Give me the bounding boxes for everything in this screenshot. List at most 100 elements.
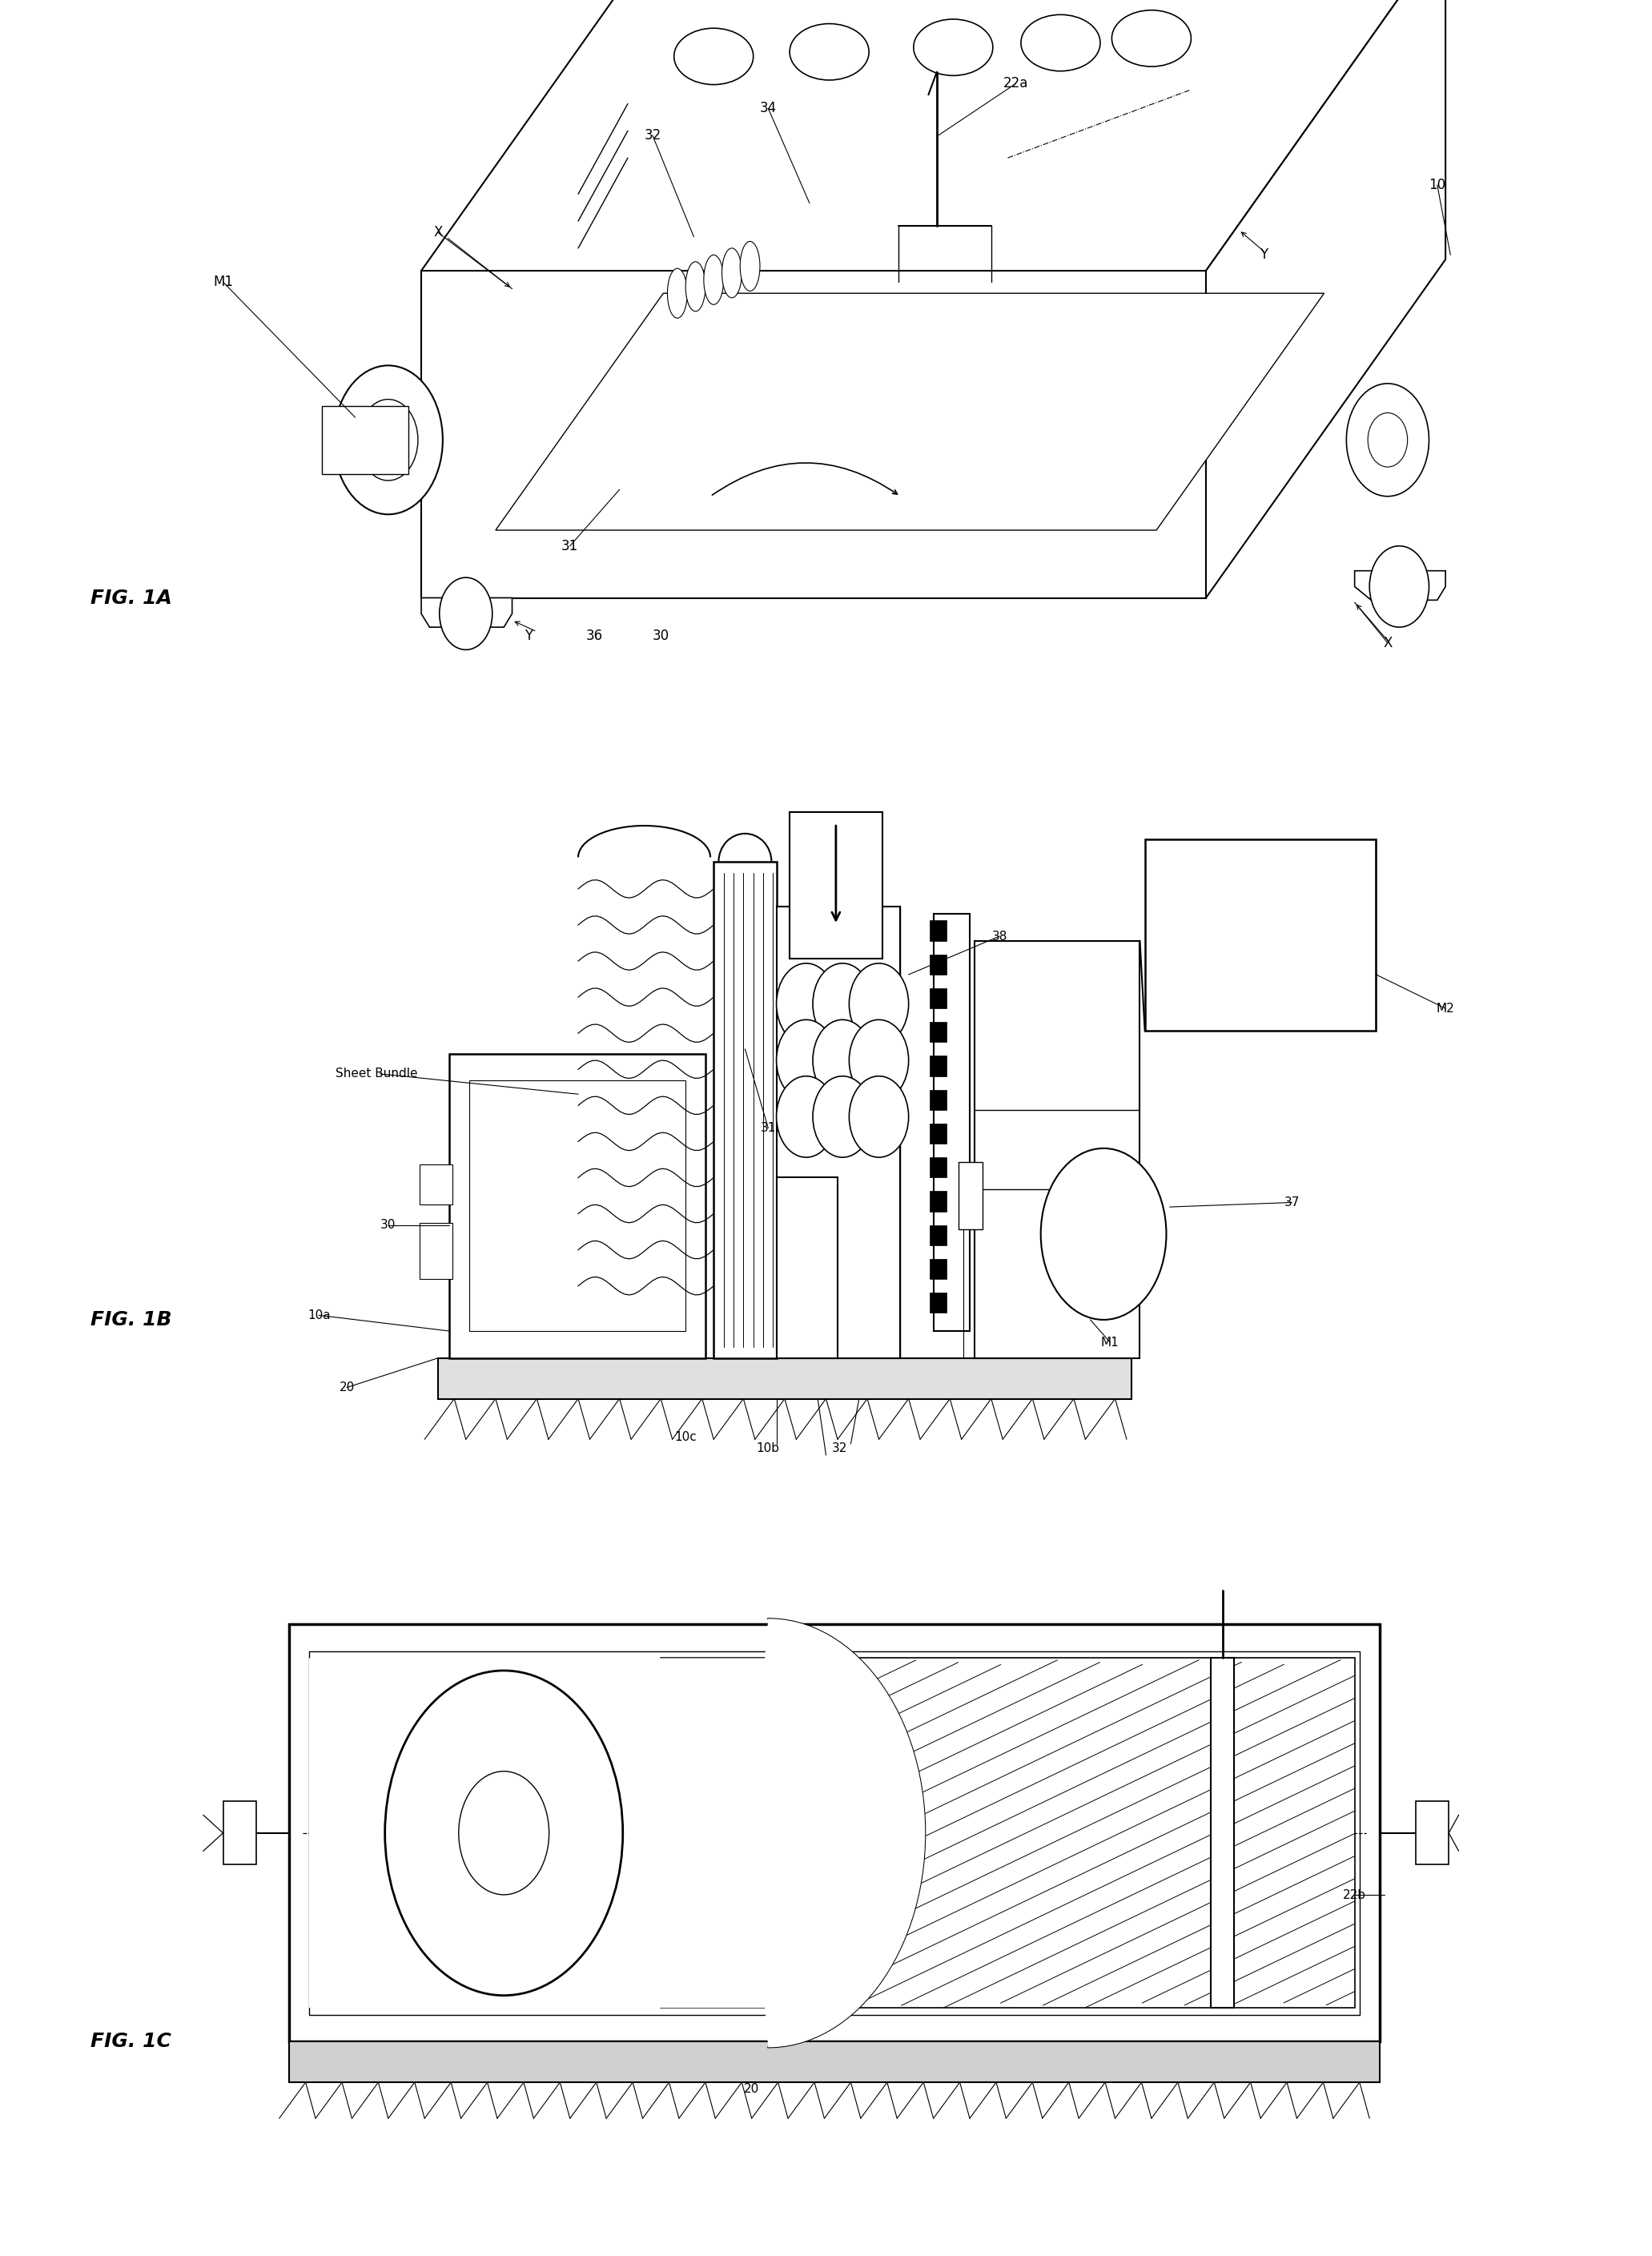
Text: 37: 37	[1284, 1196, 1300, 1209]
Circle shape	[1368, 413, 1408, 467]
Text: X: X	[433, 226, 443, 239]
Text: Y: Y	[1260, 248, 1267, 262]
Text: 10d: 10d	[740, 1803, 763, 1816]
Circle shape	[813, 1020, 872, 1101]
Bar	[930, 920, 947, 941]
Text: FIG. 1B: FIG. 1B	[91, 1311, 172, 1329]
Bar	[930, 1123, 947, 1144]
Bar	[449, 1054, 705, 1358]
Bar	[714, 862, 776, 1358]
Text: 32: 32	[831, 1442, 847, 1455]
Text: FIG. 1A: FIG. 1A	[91, 589, 172, 607]
Bar	[975, 941, 1140, 1358]
Circle shape	[776, 1020, 836, 1101]
Text: 10: 10	[1429, 178, 1446, 192]
Text: Y: Y	[525, 629, 532, 643]
Ellipse shape	[667, 268, 687, 318]
Bar	[958, 1162, 983, 1230]
Polygon shape	[421, 598, 512, 627]
Bar	[223, 1800, 256, 1863]
Bar	[776, 907, 900, 1358]
Circle shape	[1346, 384, 1429, 496]
Polygon shape	[1206, 0, 1446, 598]
Circle shape	[459, 1771, 548, 1895]
Bar	[930, 1259, 947, 1279]
Ellipse shape	[1021, 16, 1100, 72]
Text: X: X	[1383, 636, 1393, 650]
Bar	[322, 406, 408, 474]
Circle shape	[459, 1771, 548, 1895]
Bar	[309, 1651, 1360, 2015]
Ellipse shape	[674, 29, 753, 86]
Polygon shape	[496, 293, 1325, 530]
Text: 32: 32	[644, 129, 661, 142]
Circle shape	[1041, 1148, 1166, 1320]
Polygon shape	[309, 1620, 925, 2048]
Text: M1: M1	[213, 275, 233, 289]
Bar	[469, 1081, 686, 1331]
Text: 10b: 10b	[757, 1442, 780, 1455]
Circle shape	[439, 578, 492, 650]
Circle shape	[776, 963, 836, 1045]
Bar	[930, 1022, 947, 1042]
Text: Sheet Bundle: Sheet Bundle	[335, 1067, 418, 1081]
Text: 34: 34	[760, 102, 776, 115]
Text: 30: 30	[410, 1798, 426, 1812]
Bar	[930, 1191, 947, 1211]
Text: 22b: 22b	[1343, 1888, 1366, 1902]
Bar	[289, 1624, 1379, 2042]
Bar	[420, 1164, 453, 1205]
Text: 30: 30	[653, 629, 669, 643]
Circle shape	[334, 365, 443, 514]
Bar	[1416, 1800, 1449, 1863]
Polygon shape	[421, 0, 1446, 271]
Circle shape	[813, 963, 872, 1045]
Circle shape	[776, 1076, 836, 1157]
Bar	[438, 1358, 1132, 1399]
Ellipse shape	[740, 241, 760, 291]
Bar	[420, 1223, 453, 1279]
Ellipse shape	[790, 25, 869, 81]
Ellipse shape	[722, 248, 742, 298]
Bar	[930, 1225, 947, 1245]
Bar	[790, 812, 882, 959]
Bar	[289, 2042, 1379, 2082]
Circle shape	[385, 1669, 623, 1994]
Text: M1: M1	[1100, 1336, 1120, 1349]
Text: 31: 31	[562, 539, 578, 553]
Circle shape	[849, 963, 909, 1045]
Text: 31: 31	[760, 1121, 776, 1135]
Bar	[930, 954, 947, 975]
Circle shape	[385, 1669, 623, 1994]
Text: 20: 20	[743, 2082, 760, 2096]
Bar	[1211, 1658, 1234, 2008]
Text: 38: 38	[991, 929, 1008, 943]
Text: 30: 30	[380, 1218, 396, 1232]
Ellipse shape	[1112, 11, 1191, 68]
Bar	[776, 1178, 838, 1358]
Circle shape	[849, 1076, 909, 1157]
Bar	[661, 1658, 1355, 2008]
Circle shape	[849, 1020, 909, 1101]
Ellipse shape	[914, 20, 993, 77]
Circle shape	[813, 1076, 872, 1157]
Ellipse shape	[686, 262, 705, 311]
Bar	[930, 1090, 947, 1110]
Text: 10c: 10c	[674, 1430, 697, 1444]
Bar	[930, 1056, 947, 1076]
Polygon shape	[1355, 571, 1446, 600]
Circle shape	[1370, 546, 1429, 627]
Bar	[933, 914, 970, 1331]
Circle shape	[358, 399, 418, 481]
Bar	[1145, 839, 1376, 1031]
Text: FIG. 1C: FIG. 1C	[91, 2033, 172, 2051]
Text: 10a: 10a	[307, 1308, 330, 1322]
Bar	[930, 1157, 947, 1178]
Text: 20: 20	[339, 1381, 355, 1394]
Text: 22a: 22a	[1211, 1807, 1234, 1821]
Text: 36: 36	[586, 629, 603, 643]
Bar	[930, 988, 947, 1008]
Ellipse shape	[704, 255, 724, 305]
Polygon shape	[421, 271, 1206, 598]
Text: M2: M2	[1436, 1002, 1455, 1015]
